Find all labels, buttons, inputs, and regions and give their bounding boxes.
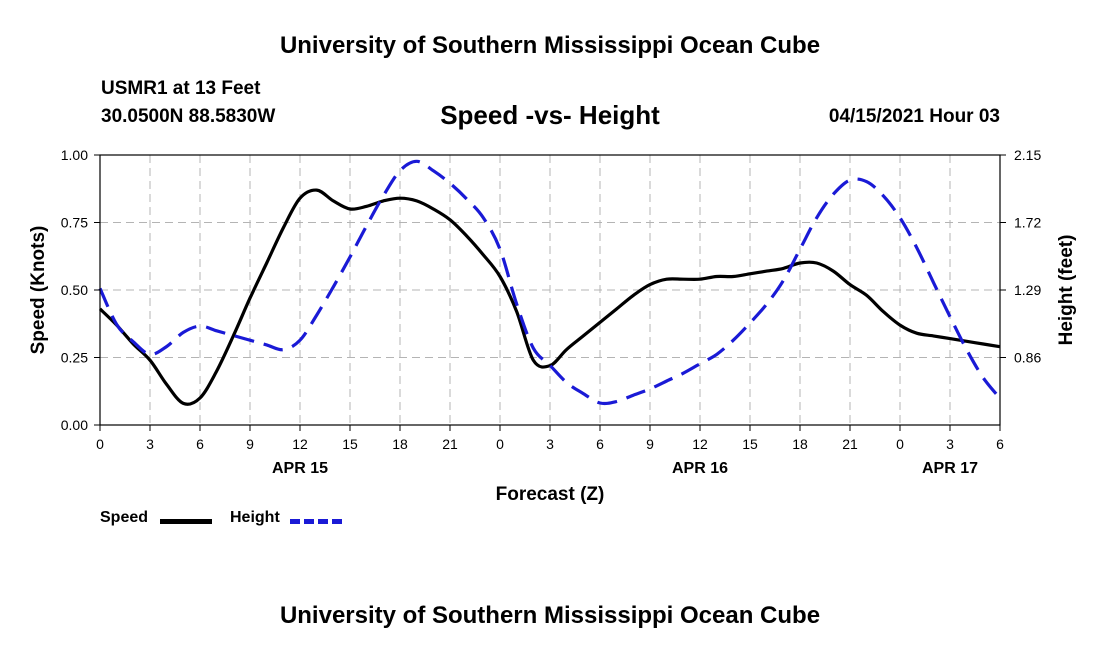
x-tick-label: 15 <box>342 436 358 452</box>
x-tick-label: 0 <box>896 436 904 452</box>
axis-labels: 0 3 6 9 12 15 18 21 0 3 6 9 12 15 18 21 0 3 6 0.00 0.25 0.50 0… <box>61 147 1042 477</box>
legend-speed-label: Speed <box>100 509 149 526</box>
x-tick-label: 6 <box>196 436 204 452</box>
date-label: APR 15 <box>272 460 328 477</box>
x-tick-label: 21 <box>442 436 458 452</box>
x-tick-label: 21 <box>842 436 858 452</box>
x-tick-label: 9 <box>246 436 254 452</box>
series-lines <box>98 159 1002 406</box>
y-axis-title: Speed (Knots) <box>28 226 49 355</box>
x-tick-label: 18 <box>792 436 808 452</box>
y-tick-label: 0.00 <box>61 417 88 433</box>
height-series-line <box>98 159 1002 406</box>
date-label: APR 17 <box>922 460 978 477</box>
y-tick-label: 1.00 <box>61 147 88 163</box>
y-tick-label: 0.50 <box>61 282 88 298</box>
chart-title: Speed -vs- Height <box>440 100 660 130</box>
grid-lines <box>100 155 1000 425</box>
axis-ticks <box>94 154 1006 431</box>
y2-tick-label: 2.15 <box>1014 147 1041 163</box>
x-tick-label: 6 <box>996 436 1004 452</box>
x-tick-label: 12 <box>292 436 308 452</box>
x-tick-label: 0 <box>96 436 104 452</box>
y-tick-label: 0.25 <box>61 350 88 366</box>
y2-tick-label: 0.86 <box>1014 350 1041 366</box>
x-tick-label: 3 <box>146 436 154 452</box>
date-label: APR 16 <box>672 460 728 477</box>
coordinates-label: 30.0500N 88.5830W <box>101 106 276 127</box>
x-tick-label: 12 <box>692 436 708 452</box>
forecast-datetime: 04/15/2021 Hour 03 <box>828 106 1000 127</box>
page-title: University of Southern Mississippi Ocean… <box>279 32 821 59</box>
legend-speed-swatch <box>160 519 212 524</box>
x-tick-label: 15 <box>742 436 758 452</box>
station-label: USMR1 at 13 Feet <box>101 78 261 99</box>
x-tick-label: 0 <box>496 436 504 452</box>
y2-tick-label: 1.72 <box>1014 215 1041 231</box>
x-tick-label: 3 <box>946 436 954 452</box>
x-tick-label: 6 <box>596 436 604 452</box>
x-tick-label: 3 <box>546 436 554 452</box>
legend-height-swatch <box>290 519 342 524</box>
x-tick-label: 18 <box>392 436 408 452</box>
footer-title: University of Southern Mississippi Ocean… <box>279 602 821 629</box>
y2-tick-label: 1.29 <box>1014 282 1041 298</box>
speed-series-line <box>98 188 1001 406</box>
legend-height-label: Height <box>230 509 280 526</box>
y2-axis-title: Height (feet) <box>1056 235 1077 346</box>
y-tick-label: 0.75 <box>61 215 88 231</box>
x-tick-label: 9 <box>646 436 654 452</box>
x-axis-title: Forecast (Z) <box>496 484 605 505</box>
